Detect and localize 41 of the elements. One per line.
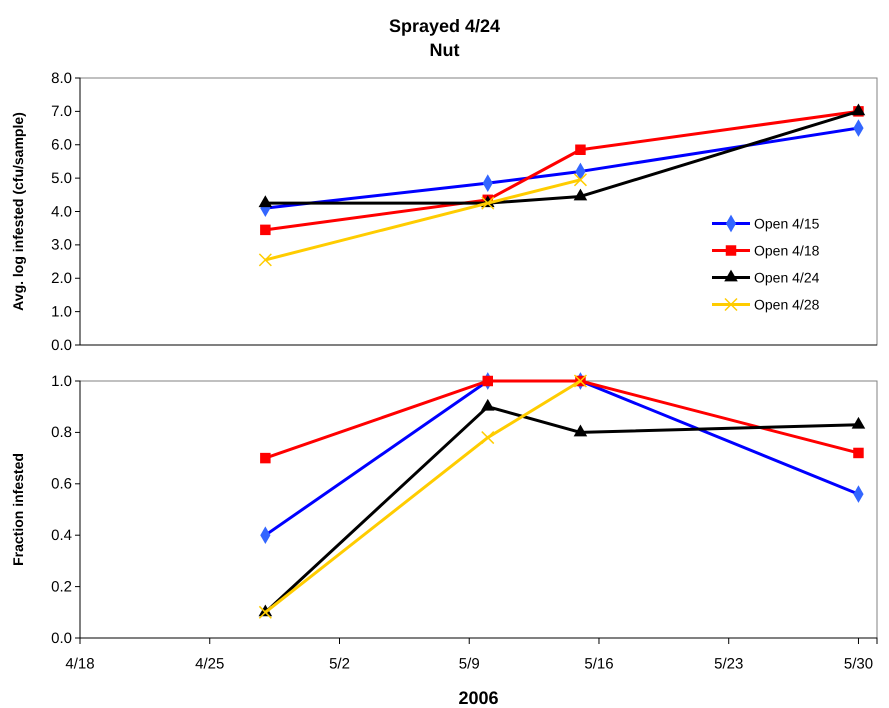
x-tick-label: 5/30 xyxy=(844,656,874,673)
point xyxy=(260,224,271,236)
y-tick-label: 4.0 xyxy=(51,203,72,220)
point xyxy=(574,173,588,187)
point xyxy=(482,376,494,386)
y-tick-label: 6.0 xyxy=(51,136,72,154)
y-tick-label: 1.0 xyxy=(51,303,72,320)
point xyxy=(853,448,864,458)
y-tick-label: 0.4 xyxy=(51,527,72,544)
y-tick-label: 0.0 xyxy=(51,630,72,647)
legend-label: Open 4/24 xyxy=(754,270,820,286)
point xyxy=(481,196,495,210)
y-tick-label: 0.0 xyxy=(51,336,72,354)
y-tick-label: 7.0 xyxy=(51,103,72,120)
point xyxy=(575,144,586,155)
y-tick-label: 0.2 xyxy=(51,578,72,596)
chart-title: Sprayed 4/24 xyxy=(388,16,500,36)
x-tick-label: 5/23 xyxy=(714,656,744,673)
legend-label: Open 4/15 xyxy=(754,216,820,232)
legend-label: Open 4/28 xyxy=(754,296,820,312)
y-tick-label: 8.0 xyxy=(51,70,72,87)
point xyxy=(260,452,271,464)
y-tick-label: 0.8 xyxy=(51,424,72,442)
x-tick-label: 5/16 xyxy=(584,656,614,673)
x-tick-label: 5/9 xyxy=(458,656,480,673)
x-tick-label: 4/18 xyxy=(65,656,95,673)
y-tick-label: 5.0 xyxy=(51,170,72,187)
y-tick-label: 1.0 xyxy=(51,372,72,390)
y-tick-label: 3.0 xyxy=(51,236,72,254)
x-tick-label: 5/2 xyxy=(329,656,350,673)
point xyxy=(258,253,272,267)
point xyxy=(481,430,495,444)
y-tick-label: 2.0 xyxy=(51,270,72,288)
y-axis-title: Avg. log infested (cfu/sample) xyxy=(10,112,26,311)
legend-label: Open 4/18 xyxy=(754,242,820,258)
y-axis-title: Fraction infested xyxy=(10,453,26,566)
point xyxy=(258,606,272,620)
x-axis-title: 2006 xyxy=(458,688,499,708)
chart-subtitle: Nut xyxy=(430,40,460,60)
y-tick-label: 0.6 xyxy=(51,476,72,493)
x-tick-label: 4/25 xyxy=(195,656,224,673)
